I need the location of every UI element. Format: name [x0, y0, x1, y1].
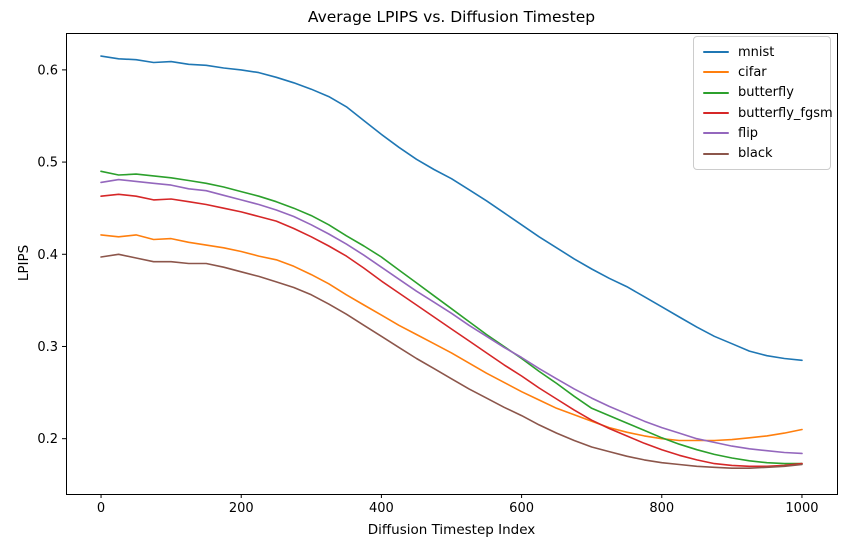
series-line-cifar	[100, 234, 803, 442]
x-tick-label: 400	[369, 501, 394, 516]
x-tick-label: 200	[229, 501, 254, 516]
legend-label: mnist	[738, 44, 775, 60]
legend-label: butterfly_fgsm	[738, 105, 833, 121]
legend-label: cifar	[738, 64, 767, 80]
legend-entry-butterfly: butterfly	[703, 83, 821, 103]
axes-frame	[66, 33, 838, 495]
legend-swatch-black	[703, 152, 729, 155]
y-tick-label: 0.2	[37, 432, 58, 447]
legend-swatch-butterfly_fgsm	[703, 112, 729, 115]
legend-label: black	[738, 146, 773, 162]
legend-swatch-mnist	[703, 51, 729, 54]
legend-entry-butterfly_fgsm: butterfly_fgsm	[703, 103, 833, 123]
y-axis-label: LPIPS	[16, 244, 32, 282]
series-line-butterfly_fgsm	[100, 193, 803, 468]
legend-entry-black: black	[703, 143, 821, 163]
x-tick-label: 800	[649, 501, 674, 516]
chart-title: Average LPIPS vs. Diffusion Timestep	[307, 8, 596, 26]
x-tick-label: 0	[97, 501, 105, 516]
legend-swatch-cifar	[703, 71, 729, 74]
legend-label: butterfly	[738, 85, 794, 101]
legend-entry-mnist: mnist	[703, 42, 821, 62]
x-axis-label: Diffusion Timestep Index	[367, 522, 536, 538]
series-line-flip	[100, 178, 803, 455]
y-tick-label: 0.6	[37, 63, 58, 78]
legend-swatch-butterfly	[703, 91, 729, 94]
x-tick-label: 600	[509, 501, 534, 516]
series-line-mnist	[100, 55, 803, 362]
series-line-butterfly	[100, 170, 803, 465]
legend-entry-cifar: cifar	[703, 62, 821, 82]
legend-label: flip	[738, 125, 759, 141]
y-tick-label: 0.5	[37, 156, 58, 171]
x-tick-label: 1000	[785, 501, 818, 516]
legend-entry-flip: flip	[703, 123, 821, 143]
series-line-black	[100, 253, 803, 470]
y-tick-label: 0.4	[37, 248, 58, 263]
legend-swatch-flip	[703, 132, 729, 135]
y-tick-label: 0.3	[37, 340, 58, 355]
